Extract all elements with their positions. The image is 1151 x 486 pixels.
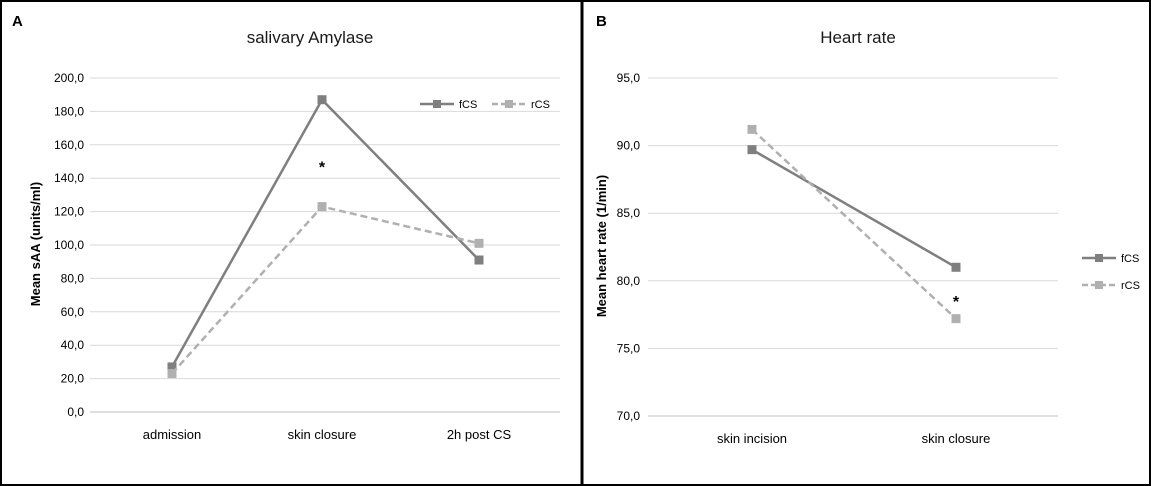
data-point-fCS <box>474 255 484 265</box>
panel-a-annotations: * <box>319 160 326 177</box>
panel-b-title: Heart rate <box>820 28 896 47</box>
y-tick-label: 60,0 <box>61 305 85 319</box>
series-line-fCS <box>170 97 480 368</box>
legend-marker-rCS <box>1095 281 1103 289</box>
y-tick-label: 90,0 <box>617 139 641 153</box>
y-tick-label: 95,0 <box>617 71 641 85</box>
series-line-rCS <box>171 205 480 375</box>
data-point-fCS <box>951 262 961 272</box>
y-tick-label: 200,0 <box>54 71 84 85</box>
x-category-label: skin closure <box>288 427 357 442</box>
panel-a-title: salivary Amylase <box>247 28 374 47</box>
y-tick-label: 85,0 <box>617 206 641 220</box>
panel-b-category-labels: skin incision skin closure <box>717 431 990 446</box>
series-line-rCS <box>751 128 957 320</box>
significance-marker: * <box>319 160 326 177</box>
legend-marker-fCS <box>433 100 441 108</box>
data-point-fCS <box>317 95 327 105</box>
y-tick-label: 40,0 <box>61 338 85 352</box>
panel-b-annotations: * <box>953 294 960 311</box>
legend-marker-rCS <box>505 100 513 108</box>
panel-b-chart: B Heart rate Mean heart rate (1/min) 70,… <box>594 13 1140 446</box>
panel-a-series <box>167 95 484 379</box>
panel-a-y-axis-label: Mean sAA (units/ml) <box>28 182 43 306</box>
panel-a-y-tick-labels: 0,0 20,0 40,0 60,0 80,0 100,0 120,0 140,0 160,0 1… <box>54 71 84 419</box>
legend-label-fCS: fCS <box>1121 253 1139 265</box>
y-tick-label: 140,0 <box>54 171 84 185</box>
panel-a-gridlines <box>90 77 560 413</box>
y-tick-label: 80,0 <box>617 274 641 288</box>
panel-b-gridlines <box>648 77 1058 417</box>
y-tick-label: 75,0 <box>617 341 641 355</box>
data-point-fCS <box>167 362 177 372</box>
legend-label-rCS: rCS <box>531 99 550 111</box>
panel-b-letter: B <box>596 13 607 30</box>
panel-a-letter: A <box>12 13 23 30</box>
legend-label-rCS: rCS <box>1121 280 1140 292</box>
legend-label-fCS: fCS <box>459 99 477 111</box>
data-point-fCS <box>747 145 757 155</box>
x-category-label: skin closure <box>922 431 991 446</box>
y-tick-label: 120,0 <box>54 205 84 219</box>
y-tick-label: 0,0 <box>67 405 84 419</box>
y-tick-label: 180,0 <box>54 104 84 118</box>
data-point-rCS <box>747 124 757 134</box>
panel-a-chart: A salivary Amylase Mean sAA (units/ml) 0… <box>12 13 560 442</box>
panel-b-y-axis-label: Mean heart rate (1/min) <box>594 175 609 317</box>
panel-a-category-labels: admission skin closure 2h post CS <box>143 427 512 442</box>
y-tick-label: 100,0 <box>54 238 84 252</box>
panel-b-series <box>747 124 961 324</box>
series-line-fCS <box>751 148 957 269</box>
x-category-label: 2h post CS <box>447 427 512 442</box>
legend-marker-fCS <box>1095 254 1103 262</box>
panel-b-legend: fCS rCS <box>1082 253 1140 292</box>
panel-b-y-tick-labels: 70,0 75,0 80,0 85,0 90,0 95,0 <box>617 71 641 423</box>
y-tick-label: 160,0 <box>54 138 84 152</box>
data-point-rCS <box>951 314 961 324</box>
x-category-label: admission <box>143 427 202 442</box>
y-tick-label: 70,0 <box>617 409 641 423</box>
panel-a-legend: fCS rCS <box>420 99 550 111</box>
significance-marker: * <box>953 294 960 311</box>
y-tick-label: 80,0 <box>61 271 85 285</box>
data-point-rCS <box>474 238 484 248</box>
data-point-rCS <box>317 202 327 212</box>
y-tick-label: 20,0 <box>61 372 85 386</box>
data-point-rCS <box>167 369 177 379</box>
x-category-label: skin incision <box>717 431 787 446</box>
